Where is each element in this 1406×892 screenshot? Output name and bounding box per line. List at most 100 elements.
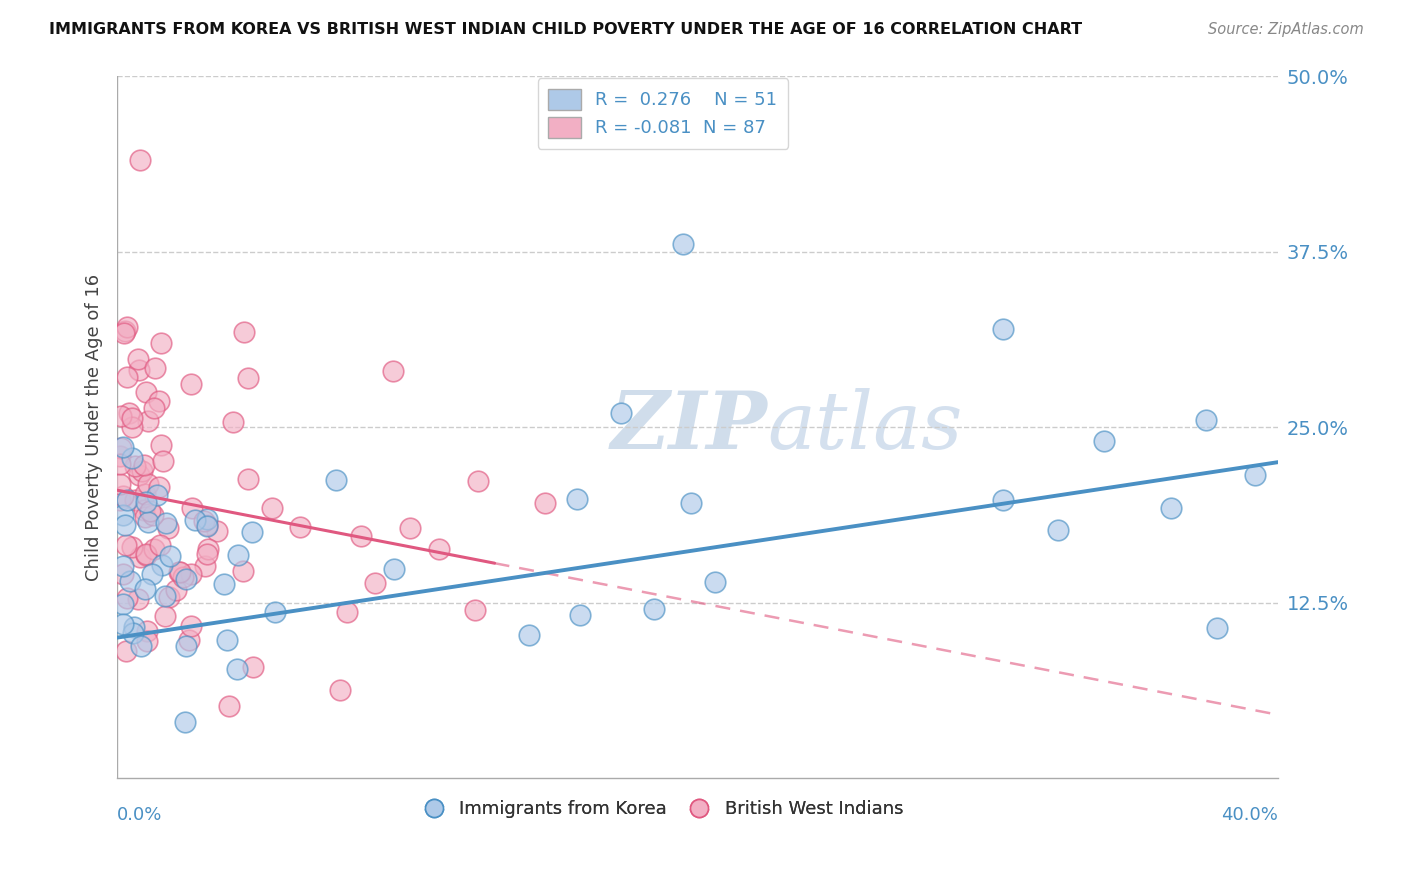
Point xyxy=(145,488,167,502)
Point xyxy=(112,326,135,340)
Point xyxy=(128,468,150,483)
Point xyxy=(121,411,143,425)
Point xyxy=(132,503,155,517)
Point xyxy=(135,547,157,561)
Point xyxy=(336,605,359,619)
Point xyxy=(181,500,204,515)
Point xyxy=(232,325,254,339)
Point xyxy=(681,496,703,510)
Point xyxy=(108,492,131,507)
Point xyxy=(195,512,218,526)
Point xyxy=(260,500,283,515)
Point xyxy=(111,558,134,573)
Point xyxy=(240,524,263,539)
Point xyxy=(195,518,218,533)
Point xyxy=(610,406,633,420)
Point xyxy=(121,450,143,465)
Point xyxy=(112,441,135,455)
Point xyxy=(115,369,138,384)
Point xyxy=(115,320,138,334)
Point xyxy=(108,450,131,464)
Point xyxy=(565,492,588,507)
Point xyxy=(110,409,132,424)
Point xyxy=(115,643,138,657)
Point xyxy=(991,322,1014,336)
Point xyxy=(1206,621,1229,635)
Point xyxy=(399,521,422,535)
Point xyxy=(174,572,197,586)
Point xyxy=(1092,434,1115,448)
Point xyxy=(156,521,179,535)
Point xyxy=(381,364,404,378)
Text: 40.0%: 40.0% xyxy=(1222,806,1278,824)
Point xyxy=(325,473,347,487)
Point xyxy=(122,620,145,634)
Point xyxy=(127,352,149,367)
Point xyxy=(136,477,159,491)
Point xyxy=(131,464,153,478)
Point xyxy=(142,508,165,522)
Point xyxy=(129,639,152,653)
Point xyxy=(672,237,695,252)
Point xyxy=(183,513,205,527)
Point xyxy=(155,516,177,531)
Point xyxy=(180,377,202,392)
Point xyxy=(111,566,134,581)
Text: 0.0%: 0.0% xyxy=(117,806,163,824)
Point xyxy=(153,590,176,604)
Point xyxy=(1047,523,1070,537)
Point xyxy=(114,324,136,338)
Text: ZIP: ZIP xyxy=(610,388,768,466)
Point xyxy=(704,574,727,589)
Point xyxy=(350,529,373,543)
Point xyxy=(118,406,141,420)
Point xyxy=(111,598,134,612)
Point xyxy=(363,575,385,590)
Point xyxy=(167,566,190,580)
Point xyxy=(111,617,134,632)
Point xyxy=(121,419,143,434)
Point xyxy=(136,515,159,529)
Point xyxy=(242,660,264,674)
Point xyxy=(464,603,486,617)
Text: atlas: atlas xyxy=(768,388,963,466)
Point xyxy=(128,363,150,377)
Point xyxy=(136,624,159,638)
Point xyxy=(134,510,156,524)
Point xyxy=(149,538,172,552)
Point xyxy=(180,567,202,582)
Point xyxy=(1244,467,1267,482)
Point xyxy=(534,495,557,509)
Point xyxy=(159,549,181,564)
Legend: Immigrants from Korea, British West Indians: Immigrants from Korea, British West Indi… xyxy=(416,793,910,825)
Point xyxy=(643,601,665,615)
Point xyxy=(142,542,165,557)
Point xyxy=(172,570,194,584)
Point xyxy=(236,371,259,385)
Point xyxy=(225,662,247,676)
Point xyxy=(194,559,217,574)
Y-axis label: Child Poverty Under the Age of 16: Child Poverty Under the Age of 16 xyxy=(86,274,103,581)
Point xyxy=(138,504,160,518)
Point xyxy=(150,558,173,573)
Point xyxy=(467,474,489,488)
Point xyxy=(121,540,143,554)
Point xyxy=(329,682,352,697)
Point xyxy=(264,605,287,619)
Point xyxy=(195,547,218,561)
Point xyxy=(145,361,167,376)
Point xyxy=(124,492,146,507)
Point xyxy=(149,438,172,452)
Point xyxy=(152,454,174,468)
Point xyxy=(218,699,240,714)
Point xyxy=(136,634,159,648)
Point xyxy=(148,394,170,409)
Point xyxy=(134,582,156,596)
Point xyxy=(174,714,197,729)
Point xyxy=(236,472,259,486)
Text: IMMIGRANTS FROM KOREA VS BRITISH WEST INDIAN CHILD POVERTY UNDER THE AGE OF 16 C: IMMIGRANTS FROM KOREA VS BRITISH WEST IN… xyxy=(49,22,1083,37)
Point xyxy=(127,592,149,607)
Text: Source: ZipAtlas.com: Source: ZipAtlas.com xyxy=(1208,22,1364,37)
Point xyxy=(179,633,201,648)
Point xyxy=(568,608,591,623)
